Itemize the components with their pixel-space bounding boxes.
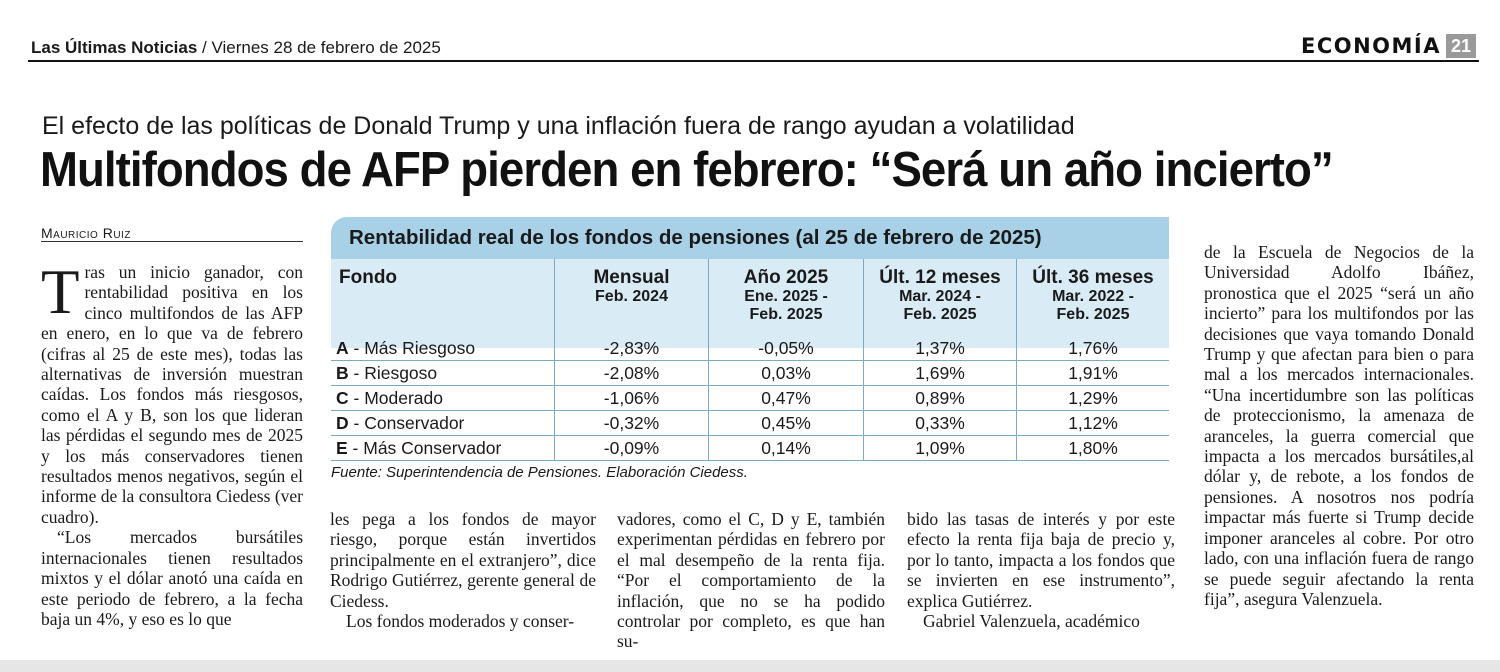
article-column-4: bido las tasas de interés y por este efe… (907, 509, 1175, 631)
table-row: A - Más Riesgoso -2,83% -0,05% 1,37% 1,7… (331, 336, 1169, 361)
value-36-meses: 1,76% (1068, 338, 1118, 358)
article-kicker: El efecto de las políticas de Donald Tru… (42, 112, 1075, 140)
header-ano-2025: Año 2025 Ene. 2025 - Feb. 2025 (743, 267, 829, 323)
paragraph: les pega a los fondos de mayor riesgo, p… (330, 509, 596, 611)
value-mensual: -2,83% (603, 338, 660, 358)
value-ano-2025: 0,45% (761, 413, 811, 433)
edition-date: / Viernes 28 de febrero de 2025 (202, 38, 441, 57)
paragraph: de la Escuela de Negocios de la Universi… (1204, 242, 1474, 609)
value-mensual: -0,09% (603, 438, 660, 458)
table-row: E - Más Conservador -0,09% 0,14% 1,09% 1… (331, 436, 1169, 461)
row-divider (331, 385, 1169, 386)
column-divider (863, 259, 864, 460)
column-divider (1016, 259, 1017, 460)
table-source: Fuente: Superintendencia de Pensiones. E… (331, 464, 748, 481)
page-bottom-margin (0, 660, 1500, 672)
byline: Mauricio Ruiz (41, 225, 131, 241)
header-fondo: Fondo (339, 267, 398, 288)
article-column-2: les pega a los fondos de mayor riesgo, p… (330, 509, 596, 631)
fund-label: C - Moderado (336, 388, 443, 408)
row-divider (331, 460, 1169, 461)
value-12-meses: 0,89% (915, 388, 965, 408)
paragraph-text: ras un inicio ganador, con rentabilidad … (41, 262, 303, 527)
byline-rule (41, 241, 303, 242)
paragraph: Gabriel Valenzuela, académico (923, 611, 1140, 632)
table-row: B - Riesgoso -2,08% 0,03% 1,69% 1,91% (331, 361, 1169, 386)
header-36-meses: Últ. 36 meses Mar. 2022 - Feb. 2025 (1032, 267, 1154, 323)
paragraph: Los fondos moderados y conser- (346, 611, 575, 632)
header-rule (28, 60, 1479, 62)
value-36-meses: 1,91% (1068, 363, 1118, 383)
masthead: Las Últimas Noticias / Viernes 28 de feb… (31, 38, 441, 58)
returns-table: Rentabilidad real de los fondos de pensi… (331, 217, 1169, 481)
row-divider (331, 360, 1169, 361)
section-header: ECONOMÍA 21 (1301, 34, 1476, 58)
paragraph: bido las tasas de interés y por este efe… (907, 509, 1175, 611)
table-header-row: Fondo Mensual Feb. 2024 Año 2025 Ene. 20… (331, 259, 1169, 348)
column-divider (554, 259, 555, 460)
table-row: D - Conservador -0,32% 0,45% 0,33% 1,12% (331, 411, 1169, 436)
value-12-meses: 1,69% (915, 363, 965, 383)
header-mensual: Mensual Feb. 2024 (593, 267, 670, 305)
paragraph: “Los mercados bursátiles internacionales… (41, 527, 303, 629)
value-12-meses: 1,09% (915, 438, 965, 458)
value-ano-2025: 0,03% (761, 363, 811, 383)
value-mensual: -2,08% (603, 363, 660, 383)
fund-label: A - Más Riesgoso (336, 338, 476, 358)
value-12-meses: 1,37% (915, 338, 965, 358)
article-headline: Multifondos de AFP pierden en febrero: “… (40, 143, 1334, 197)
value-36-meses: 1,12% (1068, 413, 1118, 433)
value-mensual: -0,32% (603, 413, 660, 433)
table-title: Rentabilidad real de los fondos de pensi… (331, 217, 1169, 259)
value-12-meses: 0,33% (915, 413, 965, 433)
fund-label: E - Más Conservador (336, 438, 502, 458)
fund-label: D - Conservador (336, 413, 465, 433)
value-ano-2025: 0,14% (761, 438, 811, 458)
fund-label: B - Riesgoso (336, 363, 438, 383)
column-divider (708, 259, 709, 460)
drop-cap: T (41, 257, 80, 327)
row-divider (331, 410, 1169, 411)
value-ano-2025: 0,47% (761, 388, 811, 408)
page-number: 21 (1445, 34, 1476, 58)
row-divider (331, 435, 1169, 436)
article-column-5: de la Escuela de Negocios de la Universi… (1204, 242, 1474, 609)
value-ano-2025: -0,05% (758, 338, 814, 358)
paragraph: vadores, como el C, D y E, también exper… (617, 509, 885, 652)
value-36-meses: 1,29% (1068, 388, 1118, 408)
table-row: C - Moderado -1,06% 0,47% 0,89% 1,29% (331, 386, 1169, 411)
header-12-meses: Últ. 12 meses Mar. 2024 - Feb. 2025 (879, 267, 1001, 323)
value-36-meses: 1,80% (1068, 438, 1118, 458)
article-column-3: vadores, como el C, D y E, también exper… (617, 509, 885, 652)
section-name: ECONOMÍA (1300, 34, 1441, 58)
newspaper-name: Las Últimas Noticias (31, 38, 198, 57)
value-mensual: -1,06% (603, 388, 660, 408)
